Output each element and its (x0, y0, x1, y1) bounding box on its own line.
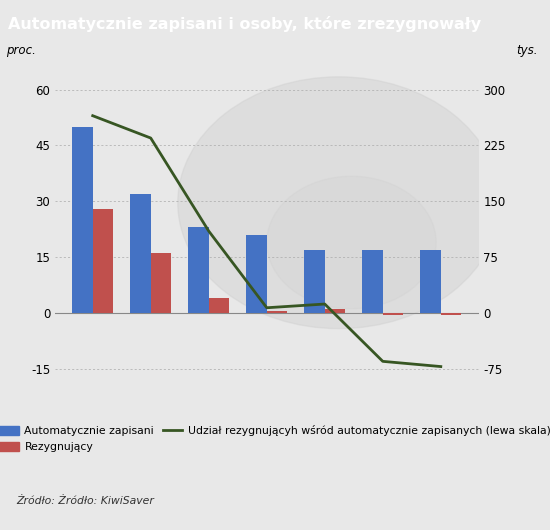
Circle shape (178, 77, 499, 329)
Text: Automatycznie zapisani i osoby, które zrezygnowały: Automatycznie zapisani i osoby, które zr… (8, 16, 481, 32)
Bar (151, 253, 171, 313)
Bar (305, 250, 324, 313)
Bar (189, 227, 209, 313)
Bar (362, 250, 383, 313)
Legend: Automatycznie zapisani, Rezygnujący, Udział rezygnującyh wśród automatycznie zap: Automatycznie zapisani, Rezygnujący, Udz… (0, 421, 550, 456)
Text: proc.: proc. (6, 44, 36, 57)
Bar (209, 298, 229, 313)
Bar (93, 209, 113, 313)
Bar (441, 313, 461, 315)
Circle shape (267, 176, 436, 308)
Bar (73, 127, 93, 313)
Bar (383, 313, 403, 315)
Text: Żródło: Żródło: KiwiSaver: Żródło: Żródło: KiwiSaver (16, 496, 155, 506)
Text: tys.: tys. (516, 44, 538, 57)
Bar (267, 311, 287, 313)
Bar (130, 194, 151, 313)
Bar (421, 250, 441, 313)
Bar (324, 309, 345, 313)
Bar (246, 235, 267, 313)
